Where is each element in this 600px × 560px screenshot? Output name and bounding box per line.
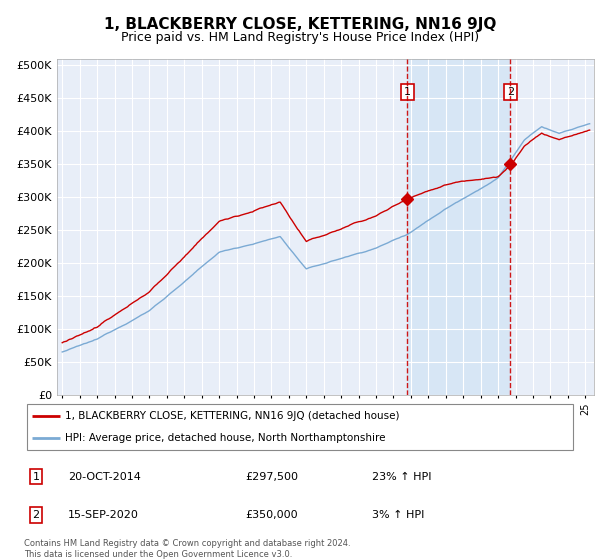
Text: 15-SEP-2020: 15-SEP-2020 (68, 510, 139, 520)
Text: 1, BLACKBERRY CLOSE, KETTERING, NN16 9JQ: 1, BLACKBERRY CLOSE, KETTERING, NN16 9JQ (104, 17, 496, 32)
Text: 20-OCT-2014: 20-OCT-2014 (68, 472, 141, 482)
Text: 2: 2 (507, 87, 514, 97)
Text: £350,000: £350,000 (245, 510, 298, 520)
Text: Price paid vs. HM Land Registry's House Price Index (HPI): Price paid vs. HM Land Registry's House … (121, 31, 479, 44)
Text: 23% ↑ HPI: 23% ↑ HPI (372, 472, 431, 482)
Bar (407, 59, 511, 395)
Text: 1, BLACKBERRY CLOSE, KETTERING, NN16 9JQ (detached house): 1, BLACKBERRY CLOSE, KETTERING, NN16 9JQ… (65, 411, 400, 421)
Text: HPI: Average price, detached house, North Northamptonshire: HPI: Average price, detached house, Nort… (65, 433, 386, 443)
Text: 2: 2 (32, 510, 40, 520)
FancyBboxPatch shape (27, 404, 573, 450)
Text: Contains HM Land Registry data © Crown copyright and database right 2024.
This d: Contains HM Land Registry data © Crown c… (24, 539, 350, 559)
Text: £297,500: £297,500 (245, 472, 298, 482)
Text: 1: 1 (404, 87, 411, 97)
Text: 3% ↑ HPI: 3% ↑ HPI (372, 510, 424, 520)
Text: 1: 1 (32, 472, 40, 482)
